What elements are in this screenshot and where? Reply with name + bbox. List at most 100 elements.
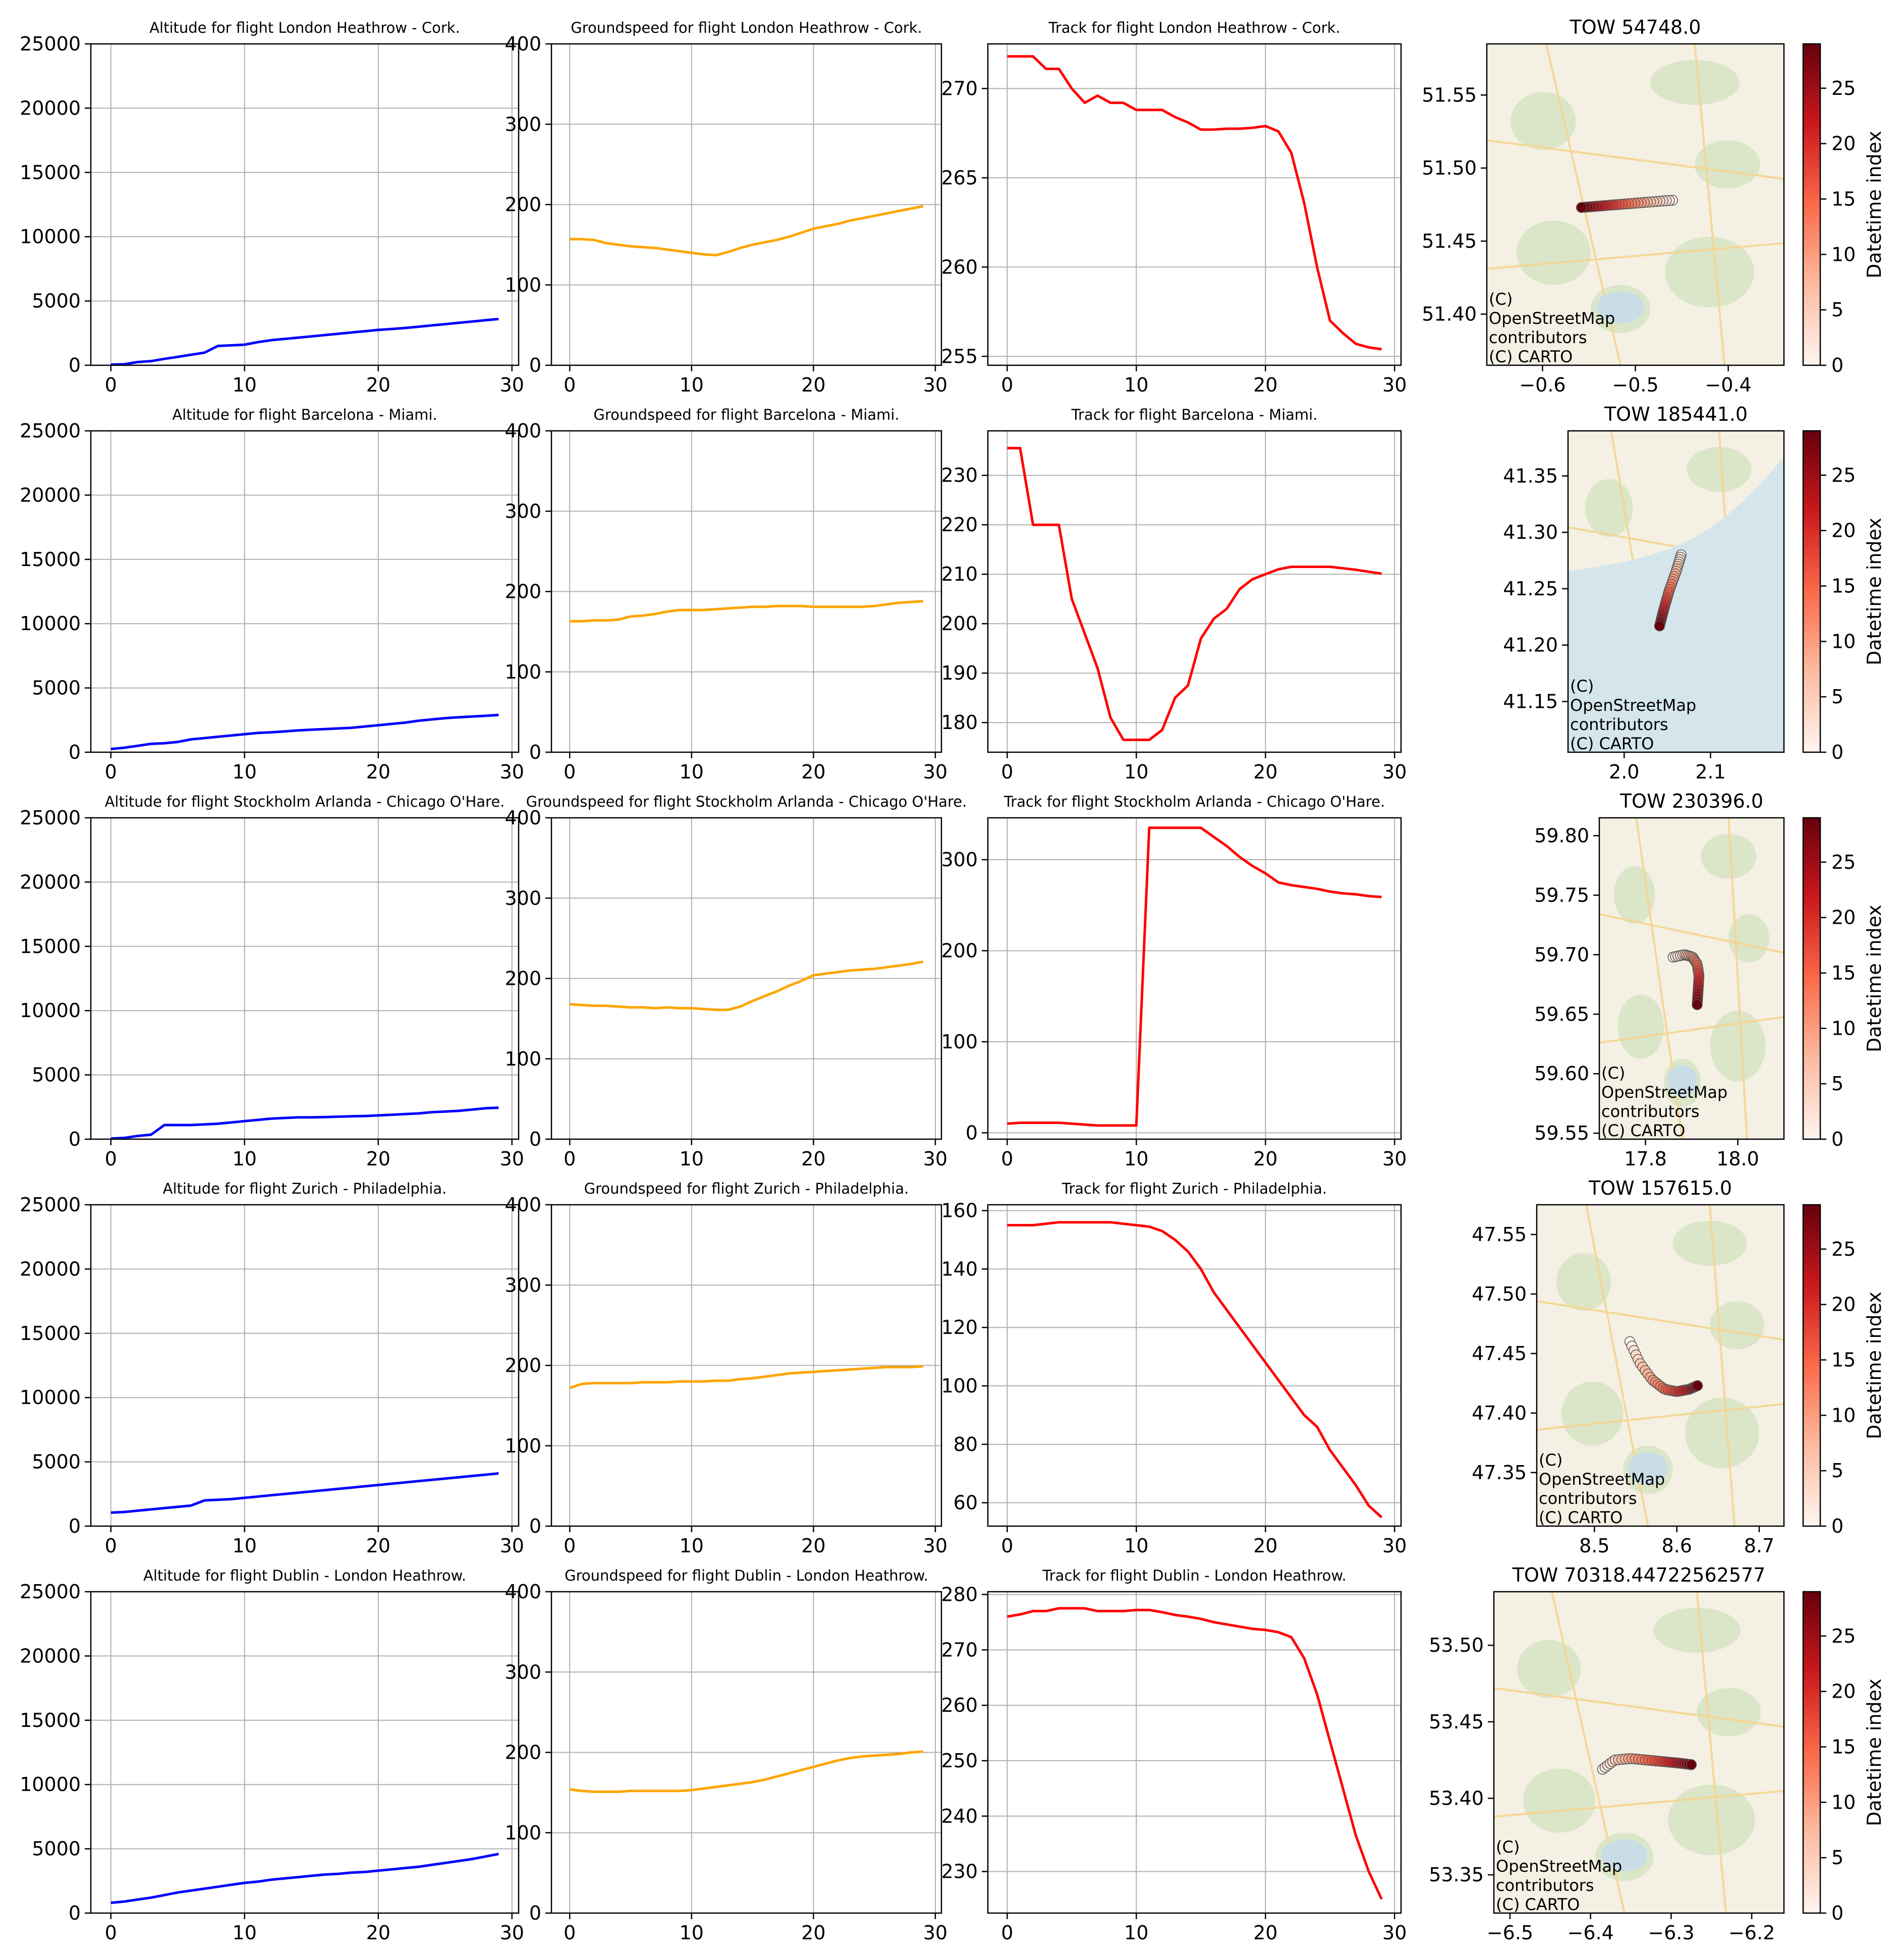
map-attribution-line: contributors [1601,1102,1700,1121]
x-tick-label: 10 [680,374,704,396]
map-title: TOW 70318.44722562577 [1512,1564,1766,1586]
map-attribution-line: (C) [1489,290,1513,309]
x-tick-label: 30 [500,1922,524,1944]
y-tick-label: 15000 [20,161,81,184]
map-x-tick-label: 8.5 [1579,1535,1609,1557]
map-y-tick-label: 47.45 [1472,1342,1527,1365]
park-area [1617,994,1664,1059]
groundspeed-title: Groundspeed for flight London Heathrow -… [571,19,922,36]
y-tick-label: 0 [529,1128,541,1150]
y-tick-label: 400 [505,1194,541,1216]
park-area [1685,1397,1759,1469]
x-tick-label: 0 [105,374,117,396]
colorbar-gradient [1802,817,1821,1140]
groundspeed-series-line [570,205,924,257]
track-point [1692,999,1703,1011]
y-tick-label: 230 [941,464,978,486]
colorbar-tick-label: 20 [1831,1294,1856,1316]
colorbar-label: Datetime index [1863,905,1885,1052]
x-tick-label: 10 [1124,1922,1148,1944]
map-attribution-line: contributors [1539,1489,1637,1508]
map-x-tick-label: −6.4 [1568,1922,1614,1944]
colorbar-gradient [1802,1591,1821,1914]
x-tick-label: 20 [366,1148,390,1170]
y-tick-label: 190 [941,662,978,684]
axes-frame [90,43,520,366]
y-tick-label: 200 [505,581,541,603]
map-title: TOW 54748.0 [1570,16,1701,38]
y-tick-label: 265 [941,166,978,189]
map-y-tick-label: 41.25 [1503,578,1558,600]
x-tick-label: 30 [500,761,524,783]
x-tick-label: 30 [923,761,947,783]
altitude-chart: 0 10 20 30 0 5000 10000 15000 20000 25000 Altitude… [20,406,524,783]
x-tick-label: 0 [1001,761,1013,783]
track-point [1686,1759,1697,1770]
map-attribution-line: OpenStreetMap [1496,1857,1622,1876]
map-x-tick-label: −6.3 [1648,1922,1694,1944]
park-area [1710,1301,1764,1350]
map-y-tick-label: 41.20 [1503,634,1558,656]
colorbar-label: Datetime index [1863,1678,1885,1826]
y-tick-label: 0 [69,741,81,763]
y-tick-label: 5000 [32,290,81,312]
y-tick-label: 25000 [20,807,81,829]
track-series-line [1007,826,1382,1127]
colorbar-tick-label: 0 [1831,1128,1843,1150]
colorbar-tick-label: 25 [1831,851,1856,873]
map-frame [1598,817,1785,1140]
x-tick-label: 10 [233,1535,257,1557]
water-area [1596,291,1645,324]
map-y-tick-label: 59.65 [1534,1003,1589,1025]
colorbar-label: Datetime index [1863,518,1885,665]
x-tick-label: 20 [801,1922,825,1944]
x-tick-label: 0 [564,374,576,396]
track-point [1576,202,1587,213]
colorbar-tick-label: 15 [1831,575,1856,597]
y-tick-label: 200 [505,1742,541,1764]
x-tick-label: 10 [680,761,704,783]
x-tick-label: 20 [1253,761,1277,783]
y-tick-label: 0 [529,354,541,376]
map-x-tick-label: −6.2 [1728,1922,1775,1944]
y-tick-label: 20000 [20,97,81,119]
x-tick-label: 30 [923,1535,947,1557]
x-tick-label: 20 [801,1148,825,1170]
map-y-tick-label: 51.55 [1422,84,1477,106]
y-tick-label: 0 [69,1515,81,1537]
x-tick-label: 20 [1253,374,1277,396]
y-tick-label: 180 [941,711,978,734]
colorbar-tick-label: 20 [1831,907,1856,929]
y-tick-label: 80 [954,1433,978,1455]
y-tick-label: 100 [505,1048,541,1070]
road [1493,1687,1784,1728]
water-area [1667,1065,1697,1098]
park-area [1701,833,1757,879]
park-area [1516,220,1591,285]
x-tick-label: 30 [1382,1535,1407,1557]
track-title: Track for flight Dublin - London Heathro… [1042,1567,1346,1584]
y-tick-label: 5000 [32,1451,81,1473]
park-area [1728,914,1769,963]
groundspeed-series-line [570,600,923,623]
colorbar-tick-label: 5 [1831,1846,1843,1869]
y-tick-label: 280 [941,1583,978,1605]
map-x-tick-label: −0.4 [1705,374,1751,396]
y-tick-label: 270 [941,77,978,99]
y-tick-label: 15000 [20,548,81,571]
y-tick-label: 15000 [20,935,81,958]
map-frame [1493,1591,1785,1914]
x-tick-label: 10 [233,374,257,396]
x-tick-label: 10 [1124,1148,1148,1170]
track-title: Track for flight Barcelona - Miami. [1071,406,1318,423]
colorbar-tick-label: 25 [1831,77,1856,99]
map-x-tick-label: 8.6 [1661,1535,1692,1557]
x-tick-label: 0 [1001,1535,1013,1557]
track-point [1692,1380,1703,1391]
